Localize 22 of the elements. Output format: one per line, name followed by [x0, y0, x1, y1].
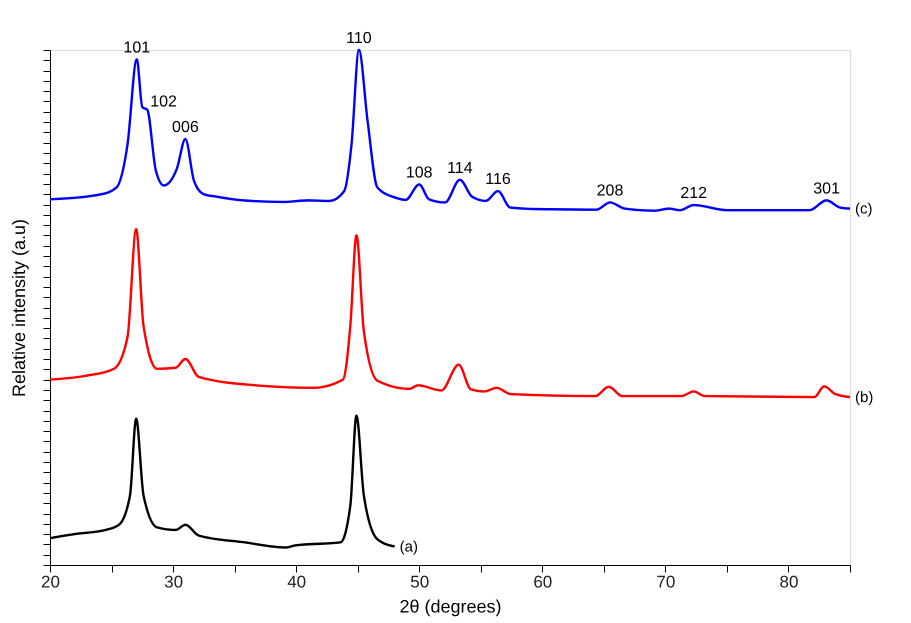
x-tick-label: 20 [41, 572, 60, 592]
annotation: 208 [596, 182, 624, 200]
annotation: 101 [123, 39, 150, 56]
series-label: (c) [855, 200, 872, 218]
x-tick-label: 30 [164, 572, 184, 592]
annotation: 116 [485, 171, 511, 188]
annotation: 108 [406, 164, 433, 182]
annotation: 114 [447, 160, 473, 177]
y-axis-title: Relative intensity (a.u) [9, 218, 29, 398]
annotation: 110 [346, 30, 372, 47]
annotation: 212 [680, 185, 708, 202]
x-tick-label: 50 [410, 572, 430, 592]
annotation: 301 [813, 180, 840, 198]
x-tick-label: 40 [287, 572, 306, 592]
x-tick-label: 70 [656, 572, 676, 592]
series-label: (a) [400, 538, 418, 556]
x-tick-label: 80 [780, 572, 798, 592]
x-tick-label: 60 [533, 572, 552, 592]
annotation: 006 [172, 119, 199, 136]
annotation: 102 [150, 94, 178, 111]
x-axis-title: 2θ (degrees) [399, 596, 502, 616]
series-label: (b) [855, 389, 874, 406]
